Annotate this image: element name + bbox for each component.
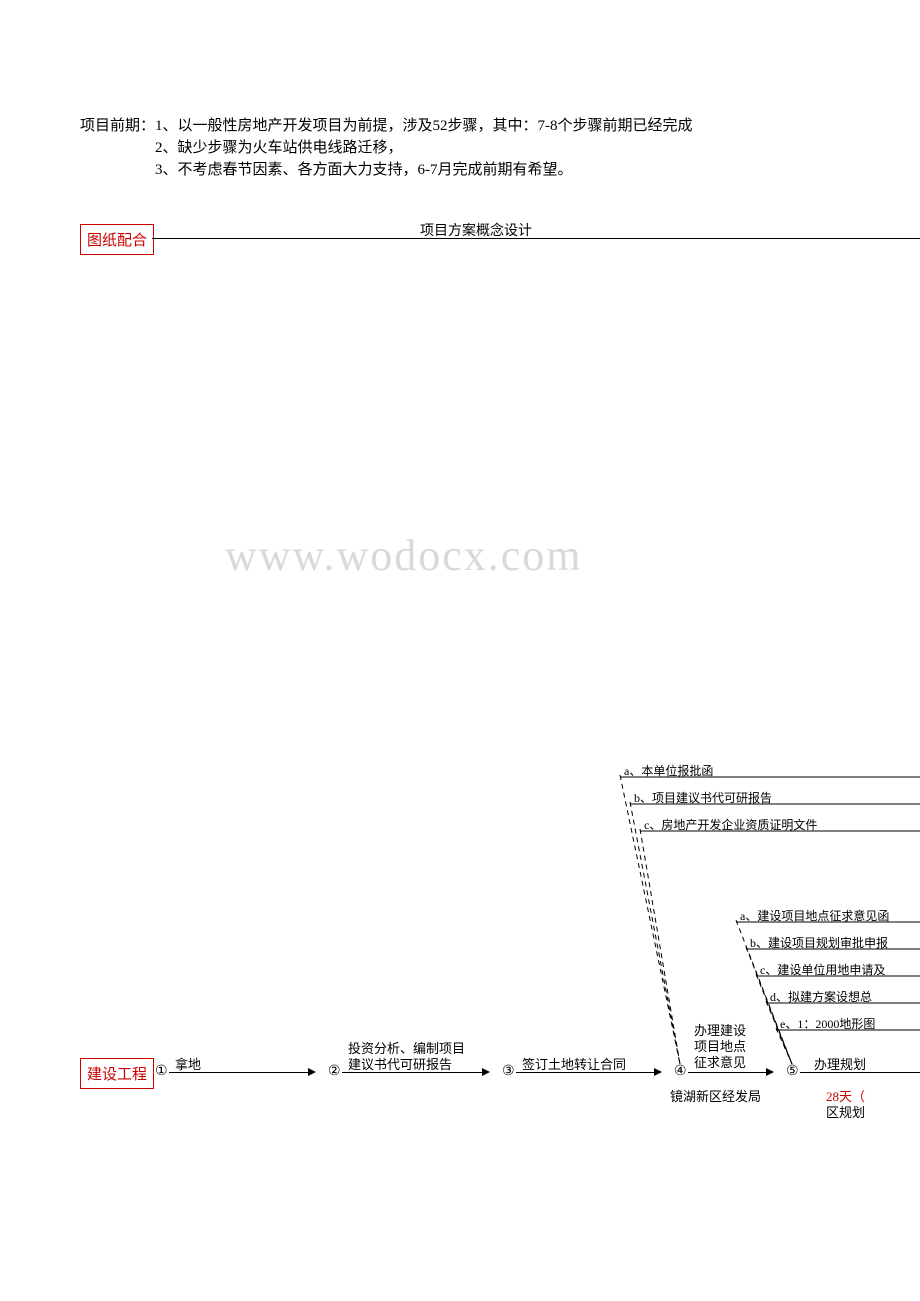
fan-item-label: a、建设项目地点征求意见函 [740, 907, 889, 924]
fan-item-label: d、拟建方案设想总 [770, 988, 872, 1005]
fan-item-label: b、建设项目规划审批申报 [750, 934, 888, 951]
fan-lines-svg [0, 0, 920, 1301]
fan-item-label: c、房地产开发企业资质证明文件 [644, 816, 817, 833]
fan-item-label: a、本单位报批函 [624, 762, 713, 779]
fan-item-label: c、建设单位用地申请及 [760, 961, 885, 978]
fan-item-label: b、项目建议书代可研报告 [634, 789, 772, 806]
fan-item-label: e、1：2000地形图 [780, 1015, 875, 1032]
